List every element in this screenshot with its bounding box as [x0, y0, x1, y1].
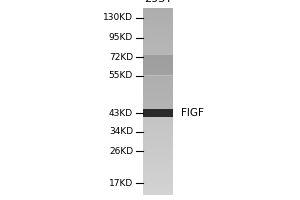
Bar — [143, 148, 173, 151]
Bar — [143, 76, 173, 110]
Bar — [143, 52, 173, 55]
Bar — [143, 42, 173, 45]
Bar — [143, 102, 173, 105]
Bar — [143, 114, 173, 117]
Bar — [143, 8, 173, 11]
Bar — [143, 142, 173, 145]
Bar — [143, 154, 173, 158]
Bar — [143, 176, 173, 179]
Bar — [143, 151, 173, 154]
Bar — [143, 77, 173, 80]
Bar — [143, 109, 173, 117]
Bar — [143, 167, 173, 170]
Bar — [143, 95, 173, 98]
Bar — [143, 186, 173, 189]
Bar — [143, 111, 173, 114]
Bar — [143, 30, 173, 33]
Text: 17KD: 17KD — [109, 178, 133, 188]
Bar — [143, 92, 173, 95]
Bar — [143, 55, 173, 75]
Bar — [143, 49, 173, 52]
Bar — [143, 130, 173, 133]
Bar — [143, 27, 173, 30]
Bar — [143, 170, 173, 173]
Text: 55KD: 55KD — [109, 72, 133, 80]
Bar — [143, 192, 173, 195]
Bar — [143, 14, 173, 17]
Bar — [143, 86, 173, 89]
Bar — [143, 105, 173, 108]
Bar — [143, 120, 173, 123]
Bar — [143, 24, 173, 27]
Bar — [143, 126, 173, 130]
Text: 72KD: 72KD — [109, 52, 133, 62]
Bar — [143, 158, 173, 161]
Text: 95KD: 95KD — [109, 33, 133, 43]
Text: 43KD: 43KD — [109, 108, 133, 117]
Bar — [143, 73, 173, 77]
Bar — [143, 164, 173, 167]
Bar — [143, 145, 173, 148]
Bar — [143, 108, 173, 111]
Bar — [143, 179, 173, 183]
Text: 26KD: 26KD — [109, 146, 133, 156]
Bar — [143, 58, 173, 61]
Bar — [143, 64, 173, 67]
Bar — [143, 55, 173, 58]
Bar — [143, 61, 173, 64]
Bar — [143, 70, 173, 73]
Bar — [143, 45, 173, 49]
Bar — [143, 183, 173, 186]
Text: 130KD: 130KD — [103, 14, 133, 22]
Bar — [143, 173, 173, 176]
Bar — [143, 189, 173, 192]
Text: FIGF: FIGF — [181, 108, 204, 118]
Bar — [143, 17, 173, 20]
Bar — [143, 20, 173, 24]
Bar — [143, 83, 173, 86]
Bar — [143, 139, 173, 142]
Bar — [143, 36, 173, 39]
Bar — [143, 136, 173, 139]
Bar — [143, 123, 173, 126]
Bar — [143, 39, 173, 42]
Bar — [143, 98, 173, 102]
Text: 293T: 293T — [144, 0, 172, 4]
Bar — [143, 11, 173, 14]
Bar — [143, 80, 173, 83]
Bar — [143, 33, 173, 36]
Bar — [143, 161, 173, 164]
Bar — [143, 67, 173, 70]
Bar — [143, 117, 173, 120]
Bar — [143, 89, 173, 92]
Text: 34KD: 34KD — [109, 128, 133, 136]
Bar — [143, 133, 173, 136]
